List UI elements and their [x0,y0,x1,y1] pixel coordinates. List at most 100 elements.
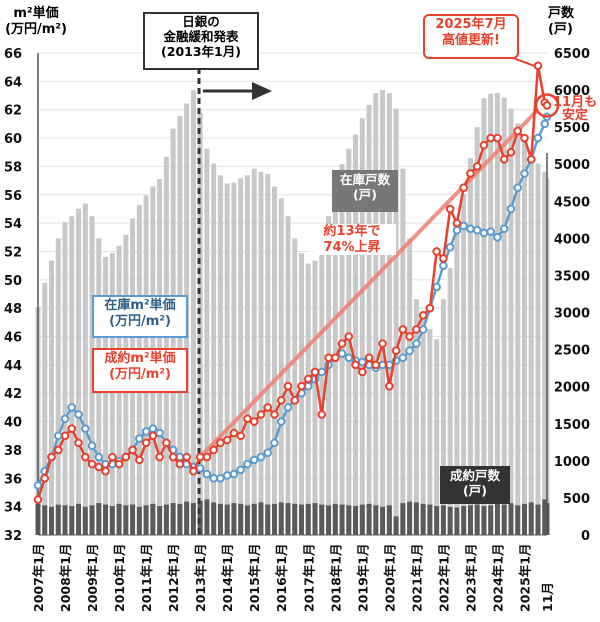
inventory-count-bar [434,339,440,535]
inventory-count-bar [292,238,298,535]
inventory-price-point [344,353,354,363]
contract-count-bar [231,503,237,535]
left-tick-label: 38 [4,444,22,459]
contract-price-point [533,61,543,71]
inventory-count-bar [109,253,115,535]
contract-count-bar [420,503,426,535]
contract-count-bar [380,506,386,535]
inventory-price-point [249,455,259,465]
contract-price-point [486,133,495,143]
contract-price-point [47,452,56,462]
right-tick-label: 1500 [554,418,590,433]
stable-annotation: 11月も 安定 [553,95,598,123]
contract-count-bar [346,505,352,535]
inventory-count-bar [454,228,460,535]
contract-count-bar [407,501,413,535]
contract-price-point [182,452,191,462]
inventory-count-bar [285,216,291,535]
inventory-price-point [216,473,225,483]
contract-count-bar [42,505,48,535]
inventory-count-bar [515,123,521,535]
contract-count-bar [82,506,88,535]
inventory-price-point [276,417,286,426]
inventory-price-point [175,452,185,462]
legend-contract-price: 成約m²単価 (万円/m²) [92,348,188,393]
contract-price-point [351,360,360,370]
x-tick-label: 2007年1月 [31,544,46,613]
right-tick-label: 6500 [554,47,590,62]
x-tick-label: 2017年1月 [301,544,316,613]
contract-count-bar [136,506,142,535]
contract-price-point [418,310,428,320]
inventory-price-point [466,224,475,234]
inventory-count-bar [190,90,196,536]
contract-price-point [256,410,266,419]
inventory-price-point [432,282,441,292]
inventory-price-point [155,428,164,438]
inventory-count-bar [231,182,237,535]
contract-count-bar [528,502,534,535]
inventory-count-bar [366,104,372,536]
contract-price-point [87,459,97,469]
right-tick-label: 5000 [554,158,590,173]
contract-price-point [472,162,482,171]
inventory-count-bar [494,93,500,535]
x-tick-label: 2021年1月 [409,544,424,613]
inventory-price-point [533,133,543,143]
inventory-count-bar [488,93,494,536]
contract-count-bar [299,504,305,535]
inventory-price-point [263,448,273,458]
left-tick-label: 60 [4,132,22,147]
contract-count-bar [359,504,365,535]
contract-count-bar [109,506,115,535]
contract-price-point [121,452,131,462]
inventory-count-bar [359,118,365,536]
inventory-count-bar [217,175,223,535]
contract-price-point [53,445,63,455]
contract-count-bar [251,503,257,535]
contract-count-bar [123,505,129,535]
contract-count-bar [190,503,196,535]
contract-price-point [479,140,489,150]
contract-count-bar [116,503,122,535]
inventory-price-point [486,227,495,236]
record-annotation: 2025年7月 高値更新! [423,14,519,59]
inventory-count-bar [400,168,406,535]
contract-price-point [513,126,523,136]
contract-count-bar [170,503,176,535]
contract-price-point [249,417,259,426]
inventory-price-point [148,424,158,433]
inventory-count-bar [163,156,169,536]
contract-count-bar [339,504,345,535]
inventory-count-bar [440,299,446,535]
contract-price-point [60,431,70,441]
inventory-count-bar [278,198,284,535]
contract-count-bar [62,505,68,535]
inventory-count-bar [373,93,379,535]
right-tick-label: 5500 [554,121,590,136]
contract-price-point [108,452,117,462]
inventory-price-point [283,403,293,412]
left-tick-label: 32 [4,529,22,544]
left-tick-label: 64 [4,75,22,90]
x-tick-label: 2009年1月 [85,544,100,613]
contract-count-bar [481,506,487,535]
contract-price-point [344,332,354,341]
inventory-count-bar [82,203,88,536]
x-tick-label: 2025年1月 [517,544,532,613]
x-tick-label: 2013年1月 [193,544,208,613]
inventory-price-point [60,414,70,424]
right-tick-label: 6000 [554,84,590,99]
contract-price-point [114,459,124,469]
contract-price-point [317,410,327,419]
inventory-count-bar [420,319,426,535]
inventory-count-bar [461,193,467,535]
left-tick-label: 34 [4,501,22,516]
left-tick-label: 66 [4,47,22,62]
contract-count-bar [76,503,82,535]
contract-price-point [283,381,293,391]
inventory-price-point [493,232,502,242]
boj-arrow-head-icon [252,82,272,100]
inventory-count-bar [501,97,507,535]
contract-count-bar [103,504,109,535]
